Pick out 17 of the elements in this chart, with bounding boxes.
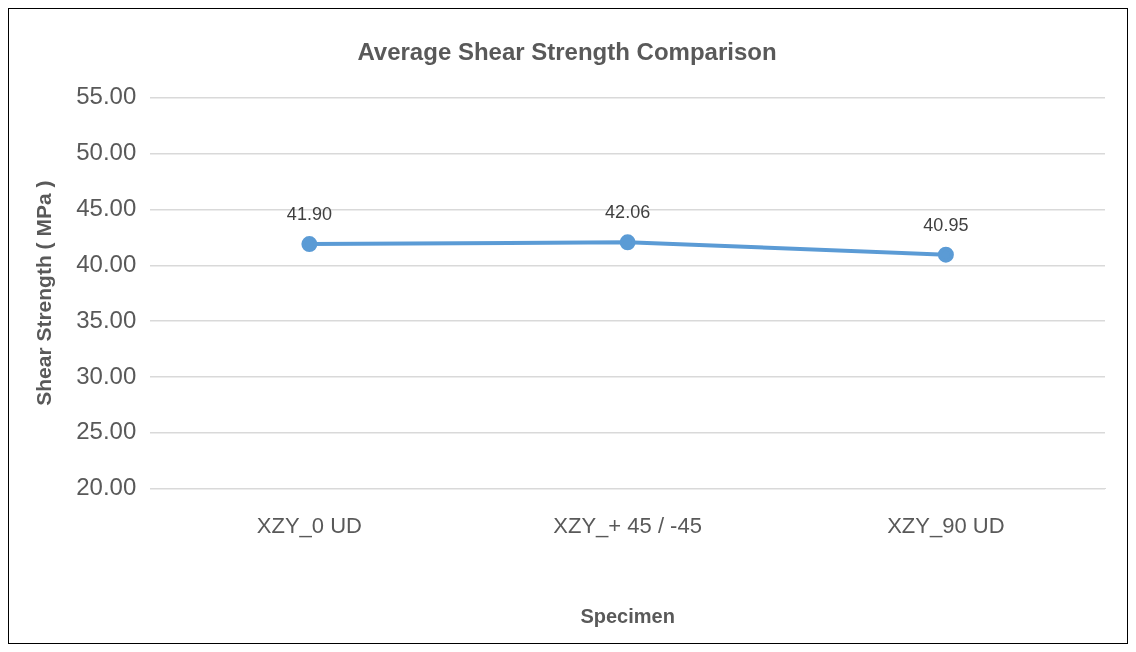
x-tick-label: XZY_90 UD: [887, 512, 1005, 538]
data-label: 40.95: [923, 214, 969, 235]
y-tick-label: 30.00: [76, 361, 137, 389]
y-tick-label: 40.00: [76, 249, 137, 277]
data-label: 41.90: [286, 204, 332, 225]
y-tick-label: 35.00: [76, 305, 137, 333]
x-tick-label: XZY_+ 45 / -45: [553, 512, 702, 538]
y-tick-label: 55.00: [76, 82, 137, 110]
y-tick-label: 50.00: [76, 138, 137, 166]
y-tick-label: 45.00: [76, 194, 137, 222]
data-label: 42.06: [605, 202, 651, 223]
x-axis-title: Specimen: [580, 604, 675, 627]
y-tick-label: 20.00: [76, 473, 137, 501]
x-tick-label: XZY_0 UD: [256, 512, 362, 538]
y-tick-label: 25.00: [76, 417, 137, 445]
y-axis-title: Shear Strength ( MPa ): [32, 180, 56, 406]
chart-title: Average Shear Strength Comparison: [357, 38, 777, 66]
